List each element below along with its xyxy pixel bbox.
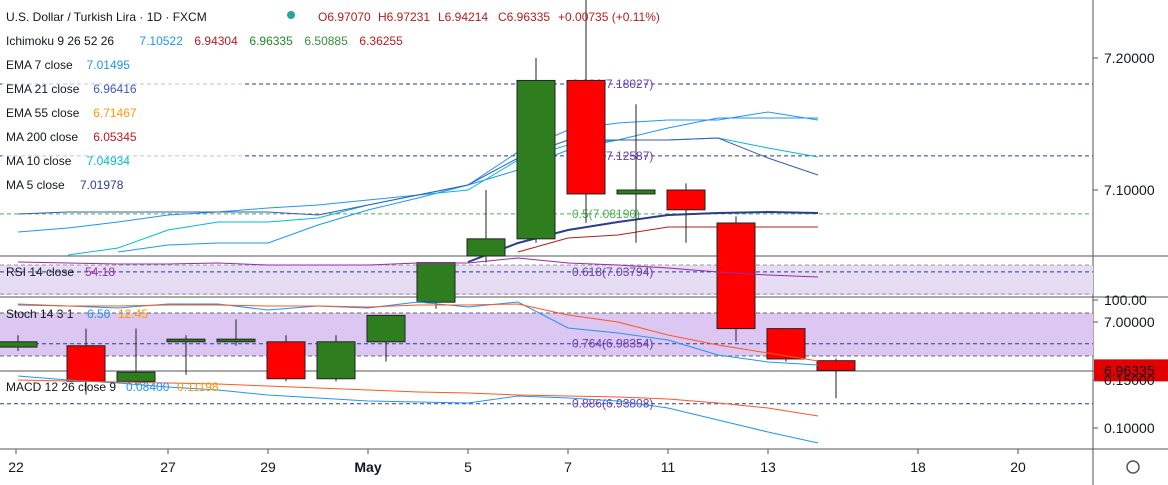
price-tick-label: 7.20000 [1104,50,1155,66]
ohlc-value: L6.94214 [438,10,488,24]
candle-body [166,338,206,343]
legend-row-bg [2,176,242,194]
fib-level-label: 0.618(7.03794) [572,265,653,279]
rsi-label: RSI 14 close [6,265,74,279]
price-tick-label: 7.00000 [1104,314,1155,330]
legend-value: 7.01495 [87,58,131,72]
time-tick-label: 27 [160,459,176,475]
candle-body [66,345,106,382]
legend-value: 7.10522 [139,34,183,48]
stoch-axis-label: 100.00 [1104,292,1147,308]
last-price-tag [1094,359,1168,382]
macd-signal-line [17,379,819,417]
time-tick-label: 18 [910,459,926,475]
candle-body [816,360,856,371]
candle-body [616,189,656,195]
legend-value: 6.94304 [194,34,238,48]
fib-level-label: 0.5(7.08190) [572,207,640,221]
legend-row-bg [2,32,242,50]
legend-name: MA 10 close [6,154,72,168]
macd-axis-label: 0.10000 [1104,420,1155,436]
legend-row-bg [2,128,242,146]
legend-name: EMA 7 close [6,58,73,72]
time-tick-label: 13 [760,459,776,475]
candle-body [216,338,256,343]
rsi-value: 54.18 [85,265,115,279]
legend-value: 6.36255 [359,34,403,48]
legend-name: EMA 21 close [6,82,80,96]
legend-value: 7.01978 [80,178,124,192]
fib-level-label: 0.886(6.93808) [572,397,653,411]
legend-row-bg [2,104,242,122]
legend-row-bg [2,56,242,74]
time-tick-label: May [354,459,381,475]
macd-axis-label: 0.15000 [1104,372,1155,388]
legend-name: MA 200 close [6,130,78,144]
macd-signal-value: 0.11198 [177,380,219,394]
time-tick-label: 22 [8,459,24,475]
ohlc-value: O6.97070 [318,10,371,24]
candle-body [516,79,556,240]
stoch-band [0,313,1093,356]
live-dot-icon [287,11,295,19]
legend-value: 6.96335 [249,34,293,48]
rsi-band [0,265,1093,295]
candle-body [366,314,406,343]
ichimoku-base-line [517,226,818,253]
ma-5-line [17,137,819,216]
fib-level-label: 0.764(6.98354) [572,337,653,351]
candle-body [766,328,806,360]
stoch-k-value: 6.50 [87,307,111,321]
macd-line [17,375,819,444]
candle-body [566,79,606,195]
candle-body [266,341,306,380]
candle-body [666,189,706,211]
time-tick-label: 7 [564,459,572,475]
macd-label: MACD 12 26 close 9 [6,380,116,394]
time-tick-label: 29 [260,459,276,475]
macd-value: 0.08400 [126,380,170,394]
candle-body [116,371,156,382]
rsi-line [17,257,819,278]
legend-value: 7.04934 [87,154,131,168]
legend-name: MA 5 close [6,178,65,192]
chart-title: U.S. Dollar / Turkish Lira · 1D · FXCM [6,10,207,24]
time-tick-label: 11 [661,459,676,475]
legend-row-bg [2,152,242,170]
last-price-label: 6.96335 [1104,362,1155,378]
price-tick-label: 7.10000 [1104,182,1155,198]
candle-body [466,238,506,257]
change-value: +0.00735 (+0.11%) [558,10,660,24]
candle-body [0,341,38,348]
candle-body [716,222,756,330]
legend-name: Ichimoku 9 26 52 26 [6,34,114,48]
legend-value: 6.96416 [93,82,137,96]
legend-value: 6.50885 [304,34,348,48]
stoch-d-line [17,303,819,362]
stoch-label: Stoch 14 3 1 [6,307,74,321]
legend-value: 6.05345 [93,130,137,144]
candle-body [316,341,356,380]
stoch-d-value: 12.45 [118,307,148,321]
gear-icon [1126,460,1140,474]
candle-body [416,262,456,303]
time-tick-label: 20 [1010,459,1026,475]
legend-value: 6.71467 [93,106,137,120]
time-tick-label: 5 [464,459,472,475]
ohlc-value: C6.96335 [498,10,550,24]
legend-name: EMA 55 close [6,106,80,120]
legend-row-bg [2,80,242,98]
ohlc-value: H6.97231 [378,10,430,24]
ema-21-line [467,210,819,263]
